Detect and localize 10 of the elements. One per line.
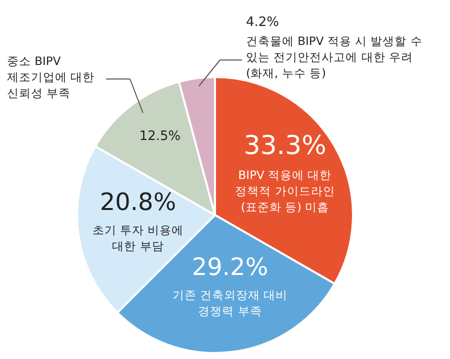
data-label: 12.5% xyxy=(139,129,181,144)
slice-label: 기존 건축외장재 대비 경쟁력 부족 xyxy=(172,288,288,318)
data-label: 29.2% xyxy=(192,253,268,281)
data-label: 33.3% xyxy=(244,131,326,161)
slice-label: BIPV 적용에 대한 정책적 가이드라인 (표준화 등) 미흡 xyxy=(235,168,335,214)
slice-label: 중소 BIPV 제조기업에 대한 신뢰성 부족 xyxy=(7,54,95,100)
data-label: 4.2% xyxy=(246,15,280,30)
slice-label: 초기 투자 비용에 대한 부담 xyxy=(92,223,184,253)
slice-label: 건축물에 BIPV 적용 시 발생할 수 있는 전기안전사고에 대한 우려 (화재, 누수 등) xyxy=(246,34,422,80)
data-label: 20.8% xyxy=(100,188,176,216)
